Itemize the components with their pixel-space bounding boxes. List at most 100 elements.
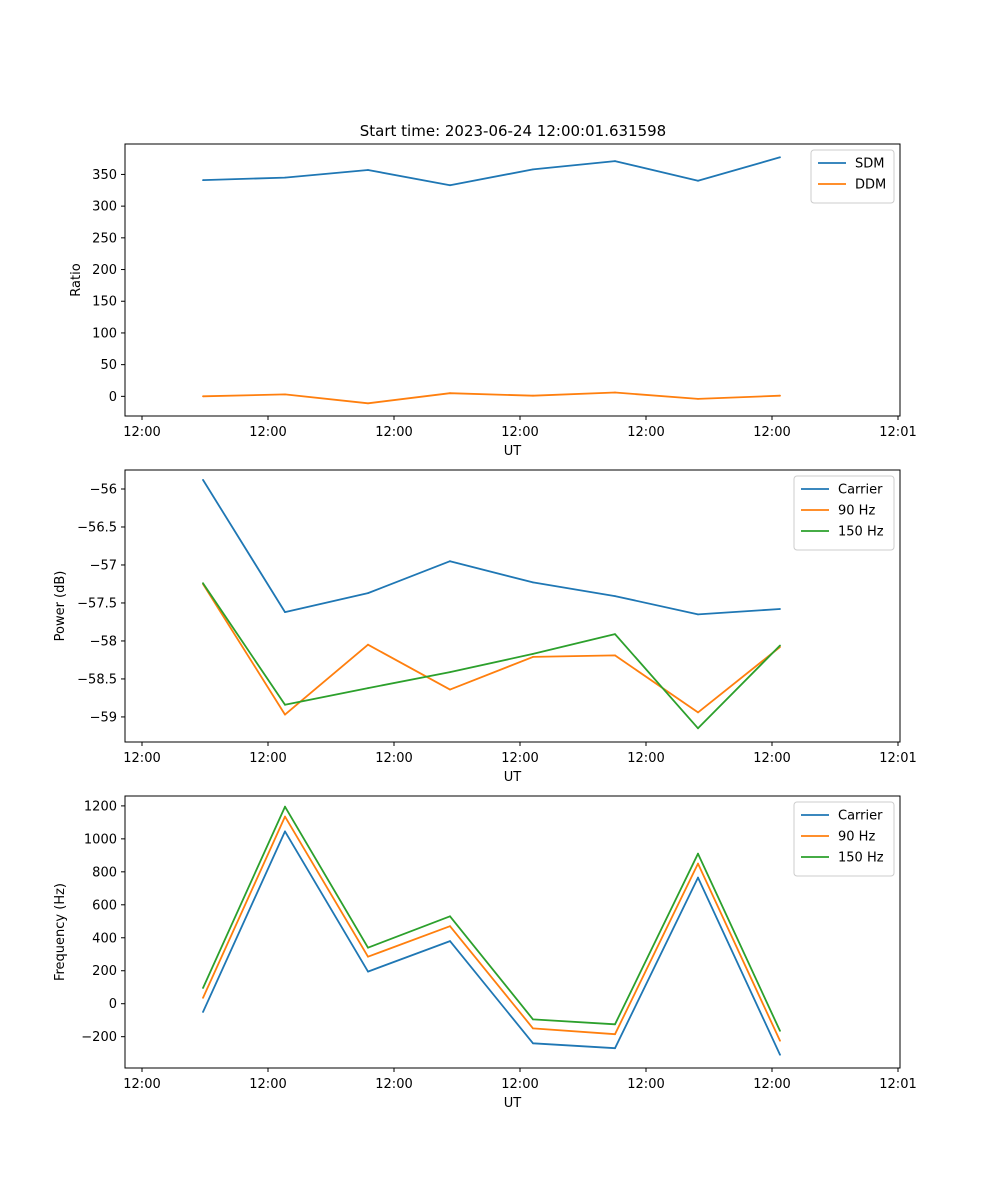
chart-panel-1: 0 50 100 150 200 250 300 350 12:00 12:00 12:00 12:0… [69,143,917,459]
legend-label: DDM [855,178,886,193]
y-tick-label: 400 [92,931,117,946]
x-axis-label: UT [504,770,522,785]
x-tick-label: 12:00 [753,1077,790,1092]
data-point [532,581,534,584]
data-point [449,915,451,918]
data-point [367,643,369,646]
y-axis-label: Ratio [69,263,84,296]
data-point [779,1053,781,1056]
data-point [449,671,451,673]
legend-label: Carrier [838,809,883,824]
data-point [614,633,616,635]
series-line-sdm [202,156,781,187]
data-point [532,656,534,658]
x-tick-label: 12:00 [375,751,412,766]
series-line-carrier [202,479,781,616]
data-point [614,1047,616,1050]
data-point [367,592,369,594]
data-point [284,805,286,808]
series-line-carrier [202,830,781,1056]
legend-label: 150 Hz [838,851,884,866]
x-tick-label: 12:00 [375,1077,412,1092]
data-point [449,688,451,691]
x-axis-label: UT [504,444,522,459]
y-tick-label: 250 [92,231,117,246]
y-tick-label: 200 [92,964,117,979]
x-tick-label: 12:01 [879,1077,916,1092]
data-point [697,711,699,714]
y-tick-label: −58.5 [77,672,117,687]
chart-panel-2: −56 −56.5 −57 −57.5 −58 −58.5 −59 12:00 12:00 12:… [53,469,917,785]
data-point [202,179,204,182]
data-point [284,611,286,613]
data-point [449,925,451,928]
x-tick-label: 12:01 [879,751,916,766]
legend-label: 150 Hz [838,525,884,540]
y-axis-label: Power (dB) [53,571,68,642]
y-tick-label: 300 [92,200,117,215]
x-tick-label: 12:00 [123,425,160,440]
x-tick-label: 12:00 [249,1077,286,1092]
plot-frame [124,143,901,417]
x-tick-label: 12:00 [627,751,664,766]
data-point [449,184,451,187]
x-tick-label: 12:00 [753,751,790,766]
x-tick-label: 12:00 [627,1077,664,1092]
y-tick-label: 350 [92,168,117,183]
y-tick-label: 800 [92,865,117,880]
data-point [367,169,369,171]
data-point [697,727,699,730]
legend: Carrier 90 Hz 150 Hz [793,475,895,551]
legend-label: SDM [855,157,884,172]
y-tick-label: 100 [92,326,117,341]
series-line-150-hz [202,805,781,1032]
x-tick-label: 12:00 [753,425,790,440]
series-line-90-hz [202,583,781,716]
y-tick-label: 0 [109,390,117,405]
data-point [532,653,534,655]
series-line-ddm [202,391,781,405]
plot-frame [124,795,901,1069]
data-point [532,394,534,397]
legend-label: 90 Hz [838,504,875,519]
x-tick-label: 12:00 [501,751,538,766]
data-point [284,830,286,833]
data-point [284,703,286,706]
data-point [779,608,781,610]
data-point [614,391,616,394]
chart-panel-3: −200 0 200 400 600 800 1000 1200 12:00 12:00 12:00… [53,795,917,1111]
y-tick-label: −57.5 [77,596,117,611]
data-point [367,402,369,405]
x-tick-label: 12:00 [501,1077,538,1092]
y-axis-label: Frequency (Hz) [53,883,68,981]
data-point [284,713,286,716]
data-point [532,168,534,171]
data-point [532,1042,534,1045]
data-point [449,940,451,942]
legend-label: 90 Hz [838,830,875,845]
data-point [449,392,451,395]
x-tick-label: 12:00 [375,425,412,440]
data-point [697,613,699,616]
x-tick-label: 12:00 [249,425,286,440]
data-point [697,398,699,400]
y-tick-label: −57 [90,558,117,573]
data-point [367,970,369,973]
y-tick-label: −200 [81,1030,117,1045]
data-point [697,862,699,865]
y-tick-label: −56.5 [77,520,117,535]
data-point [367,955,369,958]
x-tick-label: 12:00 [627,425,664,440]
data-point [202,582,204,585]
figure-title: Start time: 2023-06-24 12:00:01.631598 [360,122,666,140]
series-line-150-hz [202,582,781,730]
data-point [202,395,204,398]
x-tick-label: 12:00 [249,751,286,766]
data-point [284,393,286,396]
x-tick-label: 12:01 [879,425,916,440]
data-point [779,156,781,159]
y-tick-label: 0 [109,997,117,1012]
data-point [614,595,616,597]
data-point [449,560,451,563]
y-tick-label: −56 [90,482,117,497]
